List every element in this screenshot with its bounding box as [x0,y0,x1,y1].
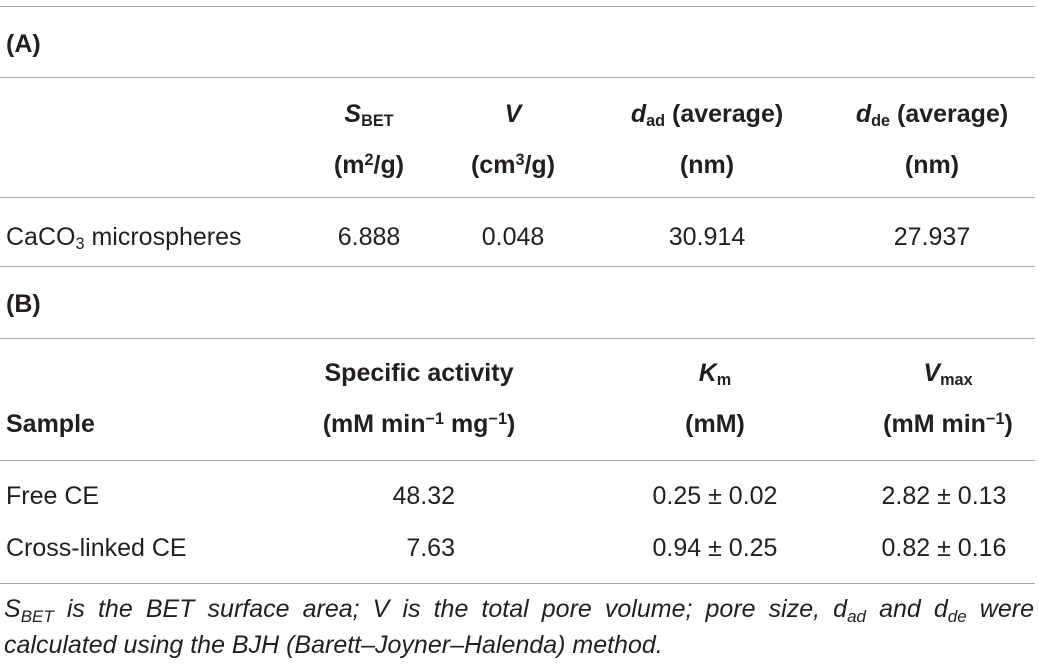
row-cross-linked-ce-specific-activity: 7.63 [406,534,455,562]
row-free-ce-sample: Free CE [6,482,100,510]
header-volume: V [504,100,522,128]
row-caco3-sbet: 6.888 [337,223,401,251]
header-d-de: dde (average) [855,100,1009,131]
header-vmax-unit: (mM min−1) [883,409,1013,438]
section-b-rule [0,338,1035,339]
row-caco3-d-de: 27.937 [893,223,971,251]
header-d-ad: dad (average) [630,100,784,131]
header-d-de-unit: (nm) [904,151,960,179]
header-specific-activity-unit: (mM min−1 mg−1) [322,409,516,438]
header-km: Km [698,359,732,390]
header-d-ad-unit: (nm) [679,151,735,179]
section-label-a: (A) [6,30,41,58]
header-sbet: SBET [344,100,394,131]
header-sbet-unit: (m2/g) [333,150,405,179]
row-caco3-volume: 0.048 [481,223,545,251]
table-a-bottom-rule [0,266,1035,267]
row-free-ce-vmax: 2.82 ± 0.13 [881,482,1007,510]
header-km-unit: (mM) [685,410,745,438]
section-label-b: (B) [6,290,41,318]
row-cross-linked-ce-km: 0.94 ± 0.25 [652,534,778,562]
row-cross-linked-ce-vmax: 0.82 ± 0.16 [881,534,1007,562]
header-sample: Sample [6,410,95,438]
header-vmax: Vmax [923,359,973,390]
table-footnote: SBET is the BET surface area; V is the t… [4,595,1034,659]
header-specific-activity: Specific activity [324,359,514,387]
table-b-header-rule [0,460,1035,461]
row-free-ce-km: 0.25 ± 0.02 [652,482,778,510]
table-top-rule [0,6,1035,7]
row-cross-linked-ce-sample: Cross-linked CE [6,534,187,562]
table-a-header-rule [0,197,1035,198]
section-a-rule [0,77,1035,78]
header-volume-unit: (cm3/g) [470,150,556,179]
row-free-ce-specific-activity: 48.32 [392,482,455,510]
row-caco3-d-ad: 30.914 [668,223,746,251]
table-b-bottom-rule [0,583,1035,584]
row-caco3-name: CaCO3 microspheres [6,223,242,254]
